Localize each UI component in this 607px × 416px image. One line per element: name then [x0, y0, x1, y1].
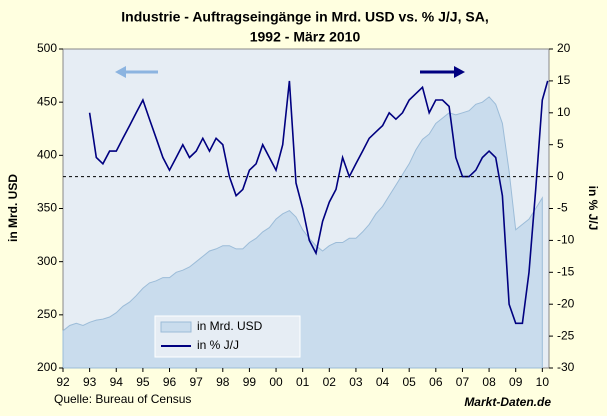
x-tick-label: 95 — [136, 375, 150, 389]
x-tick-label: 93 — [83, 375, 97, 389]
y2-tick-label: 20 — [557, 41, 571, 55]
x-tick-label: 94 — [110, 375, 124, 389]
y2-axis-label: in % J/J — [586, 186, 600, 231]
legend: in Mrd. USD in % J/J — [154, 315, 301, 358]
x-tick-label: 96 — [163, 375, 177, 389]
legend-label: in Mrd. USD — [197, 319, 263, 333]
x-tick-label: 01 — [296, 375, 310, 389]
y2-tick-label: -30 — [557, 360, 575, 374]
y-tick-label: 300 — [37, 254, 57, 268]
y-tick-label: 250 — [37, 307, 57, 321]
y-tick-label: 450 — [37, 94, 57, 108]
y2-tick-label: -25 — [557, 328, 575, 342]
x-tick-label: 10 — [536, 375, 550, 389]
line — [88, 80, 549, 325]
x-tick-label: 00 — [269, 375, 283, 389]
x-tick-label: 05 — [403, 375, 417, 389]
x-tick-label: 09 — [509, 375, 523, 389]
y2-tick-label: -10 — [557, 233, 575, 247]
y-tick-label: 350 — [37, 201, 57, 215]
y2-tick-label: -15 — [557, 264, 575, 278]
chart-title: Industrie - Auftragseingänge in Mrd. USD… — [121, 9, 488, 25]
y2-tick-label: -20 — [557, 296, 575, 310]
brand: Markt-Daten.de — [464, 395, 551, 409]
x-tick-label: 02 — [323, 375, 337, 389]
x-tick-label: 03 — [349, 375, 363, 389]
plot-layer — [62, 80, 549, 369]
right-arrow — [420, 66, 465, 78]
legend-swatch — [160, 321, 192, 333]
y2-tick-label: -5 — [557, 201, 568, 215]
x-tick-label: 92 — [56, 375, 70, 389]
y2-tick-label: 5 — [557, 137, 564, 151]
y-tick-label: 500 — [37, 41, 57, 55]
x-tick-label: 99 — [243, 375, 257, 389]
x-tick-label: 08 — [482, 375, 496, 389]
y-tick-label: 400 — [37, 148, 57, 162]
x-tick-label: 97 — [189, 375, 203, 389]
y2-tick-label: 15 — [557, 73, 571, 87]
x-tick-label: 07 — [456, 375, 470, 389]
y-axis-label: in Mrd. USD — [6, 174, 20, 242]
chart-subtitle: 1992 - März 2010 — [250, 29, 361, 45]
y-tick-label: 200 — [37, 360, 57, 374]
legend-label: in % J/J — [197, 338, 239, 352]
x-tick-label: 98 — [216, 375, 230, 389]
x-tick-label: 04 — [376, 375, 390, 389]
y2-tick-label: 10 — [557, 105, 571, 119]
y2-tick-label: 0 — [557, 169, 564, 183]
area — [62, 96, 543, 369]
source: Quelle: Bureau of Census — [54, 392, 191, 406]
x-tick-label: 06 — [429, 375, 443, 389]
left-arrow — [115, 66, 158, 78]
